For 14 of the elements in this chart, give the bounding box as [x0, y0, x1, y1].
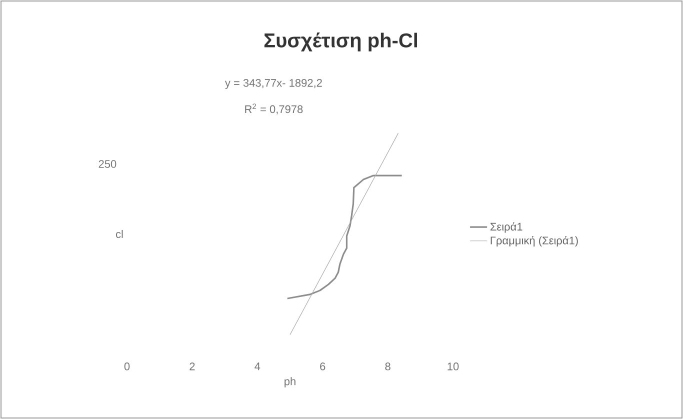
x-tick-label: 6	[320, 362, 326, 370]
chart-title: Συσχέτιση ph-Cl	[264, 32, 418, 52]
text: 250	[98, 160, 116, 168]
legend-label: Σειρά1	[490, 222, 522, 233]
x-tick-label: 4	[254, 362, 260, 370]
x-tick-label: 8	[385, 362, 390, 370]
legend-label: Γραμμική (Σειρά1)	[490, 236, 578, 247]
text: y = 343,77x- 1892,2	[224, 79, 322, 89]
text: R$^{2}$ = 0,7978	[245, 104, 303, 114]
x-axis-title: ph	[284, 377, 296, 388]
x-tick-label: 2	[190, 362, 195, 370]
y-axis-title: cl	[116, 230, 123, 238]
x-tick-label: 0	[124, 362, 130, 370]
x-tick-label: 10	[448, 362, 459, 370]
